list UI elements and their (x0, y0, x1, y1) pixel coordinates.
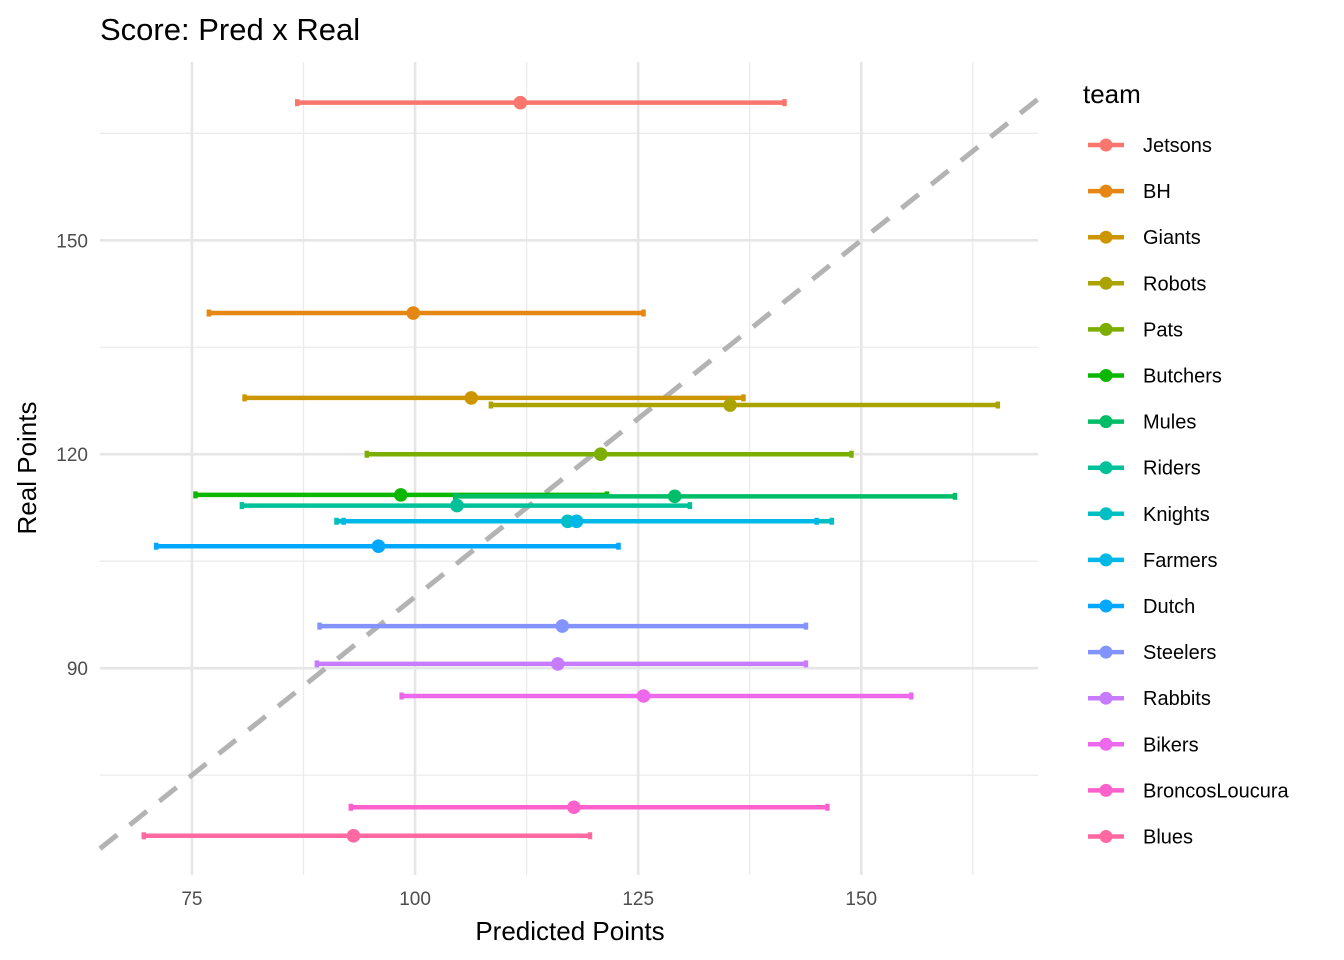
legend: team Jetsons BH Giants Robots Pats Butchers Mu… (1083, 79, 1290, 849)
errorbar-blues (141, 832, 593, 840)
legend-label: Steelers (1143, 642, 1216, 664)
y-tick-label: 150 (56, 231, 88, 252)
legend-key-point (1099, 553, 1113, 567)
y-axis-title: Real Points (12, 402, 42, 535)
legend-key-point (1099, 691, 1113, 705)
legend-item-broncosloucura: BroncosLoucura (1088, 780, 1290, 802)
legend-item-giants: Giants (1088, 227, 1201, 249)
chart-title: Score: Pred x Real (100, 12, 360, 47)
legend-label: Knights (1143, 504, 1210, 526)
legend-label: Riders (1143, 458, 1201, 480)
legend-item-bikers: Bikers (1088, 734, 1199, 756)
data-points (346, 95, 737, 843)
legend-label: BH (1143, 181, 1171, 203)
legend-item-robots: Robots (1088, 273, 1206, 295)
legend-label: Mules (1143, 412, 1196, 434)
legend-label: Jetsons (1143, 135, 1212, 157)
legend-key-point (1099, 599, 1113, 613)
legend-item-dutch: Dutch (1088, 596, 1195, 618)
legend-key-point (1099, 276, 1113, 290)
legend-label: Pats (1143, 319, 1183, 341)
legend-key-point (1099, 230, 1113, 244)
point-giants (464, 391, 479, 405)
legend-title: team (1083, 79, 1141, 109)
errorbar-dutch (153, 542, 621, 550)
legend-label: Blues (1143, 827, 1193, 849)
legend-item-bh: BH (1088, 181, 1171, 203)
errorbar-jetsons (294, 99, 787, 107)
y-tick-label: 90 (67, 659, 88, 680)
legend-items: Jetsons BH Giants Robots Pats Butchers Mules Ri… (1088, 135, 1290, 849)
errorbar-robots (488, 401, 1001, 409)
minor-gridlines (100, 62, 1038, 875)
legend-item-mules: Mules (1088, 412, 1196, 434)
legend-item-blues: Blues (1088, 827, 1193, 849)
legend-key-point (1099, 737, 1113, 751)
x-tick-label: 150 (845, 889, 877, 910)
legend-key-point (1099, 461, 1113, 475)
point-farmers (569, 514, 584, 529)
identity-dashed-line (98, 97, 1040, 851)
errorbar-bikers (399, 692, 914, 700)
errorbar-broncosloucura (348, 803, 830, 811)
point-rabbits (551, 657, 565, 671)
point-bikers (636, 689, 651, 703)
errorbar-bh (206, 309, 646, 317)
identity-reference-line (98, 97, 1040, 851)
legend-key-point (1099, 322, 1113, 336)
legend-item-pats: Pats (1088, 319, 1183, 341)
legend-key-point (1099, 138, 1113, 152)
error-bars (141, 99, 1001, 840)
point-robots (723, 398, 737, 412)
legend-item-riders: Riders (1088, 458, 1201, 480)
legend-item-jetsons: Jetsons (1088, 135, 1212, 157)
legend-item-farmers: Farmers (1088, 550, 1217, 572)
point-steelers (555, 619, 570, 633)
errorbar-mules (452, 492, 958, 500)
legend-label: Dutch (1143, 596, 1195, 618)
legend-label: Farmers (1143, 550, 1217, 572)
legend-item-steelers: Steelers (1088, 642, 1216, 664)
point-broncosloucura (567, 800, 581, 815)
legend-key-point (1099, 369, 1113, 382)
legend-item-knights: Knights (1088, 504, 1210, 526)
legend-key-point (1099, 184, 1113, 198)
point-butchers (393, 488, 408, 502)
legend-key-point (1099, 783, 1113, 797)
legend-key-point (1099, 830, 1113, 843)
legend-key-point (1099, 645, 1113, 659)
point-jetsons (513, 95, 528, 110)
x-tick-label: 125 (622, 889, 654, 910)
point-dutch (371, 539, 386, 554)
point-bh (406, 306, 421, 320)
x-axis-tick-labels: 75 100 125 150 (181, 889, 877, 910)
legend-label: Bikers (1143, 734, 1199, 756)
legend-key-point (1099, 507, 1113, 521)
errorbar-pats (364, 450, 854, 458)
legend-label: BroncosLoucura (1143, 780, 1290, 802)
y-axis-tick-labels: 90 120 150 (56, 231, 88, 680)
major-gridlines (100, 62, 1038, 875)
legend-label: Robots (1143, 273, 1206, 295)
errorbar-giants (242, 394, 746, 402)
legend-item-butchers: Butchers (1088, 366, 1222, 388)
legend-key-point (1099, 415, 1113, 429)
x-tick-label: 100 (399, 889, 431, 910)
legend-item-rabbits: Rabbits (1088, 688, 1211, 710)
legend-label: Rabbits (1143, 688, 1211, 710)
y-tick-label: 120 (56, 445, 88, 466)
legend-label: Giants (1143, 227, 1201, 249)
point-mules (667, 489, 682, 504)
point-pats (593, 447, 608, 462)
point-riders (450, 498, 464, 513)
x-tick-label: 75 (181, 889, 202, 910)
point-blues (346, 828, 361, 843)
legend-label: Butchers (1143, 366, 1222, 388)
errorbar-riders (239, 502, 693, 510)
x-axis-title: Predicted Points (475, 916, 664, 946)
